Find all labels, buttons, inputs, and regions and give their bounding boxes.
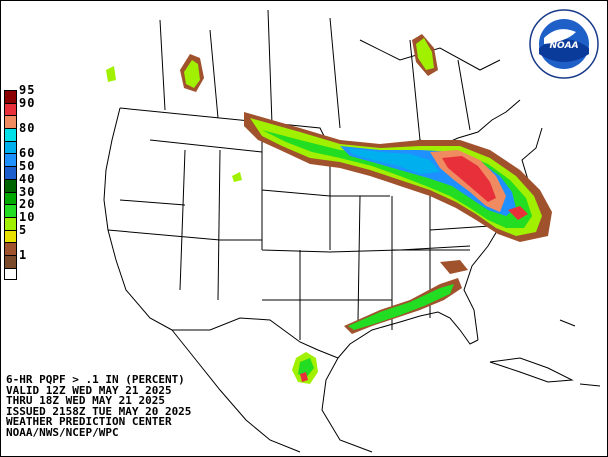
- legend-label: 10: [19, 209, 36, 224]
- canada-provinces: [159, 9, 501, 141]
- legend-label: 40: [19, 171, 36, 186]
- legend-swatch: [4, 128, 17, 141]
- precip-southeast-green: [348, 284, 454, 330]
- caption-line-5: WEATHER PREDICTION CENTER: [6, 415, 172, 428]
- legend-label: 5: [19, 222, 28, 237]
- gulf-coast: [337, 311, 479, 359]
- caption-line-6: NOAA/NWS/NCEP/WPC: [6, 425, 119, 439]
- legend-label: 80: [19, 121, 36, 136]
- precip-band-cyan: [348, 148, 440, 174]
- legend-label: 90: [19, 95, 36, 110]
- legend-swatch: [4, 216, 17, 230]
- legend-swatch: [4, 254, 17, 268]
- precip-pacific-nw: [106, 66, 116, 82]
- legend-swatch: [4, 229, 17, 243]
- legend-swatch: [4, 191, 17, 205]
- precip-band-red: [442, 156, 528, 220]
- caribbean-islands: [559, 319, 601, 387]
- legend-label: 95: [19, 83, 36, 97]
- legend-swatch: [4, 166, 17, 179]
- legend-swatch: [4, 90, 17, 103]
- legend-label: 30: [19, 184, 36, 199]
- precip-texas-inner: [298, 358, 314, 378]
- caption-line-1: 6-HR PQPF > .1 IN (PERCENT): [6, 373, 185, 386]
- legend-swatch: [4, 267, 17, 281]
- cuba: [489, 357, 574, 383]
- caption-line-3: THRU 18Z WED MAY 21 2025: [6, 394, 165, 407]
- map-caption: 6-HR PQPF > .1 IN (PERCENT) VALID 12Z WE…: [6, 373, 192, 439]
- legend-label: 20: [19, 197, 36, 212]
- legend-swatch: [4, 178, 17, 192]
- legend-swatch: [4, 140, 17, 154]
- noaa-logo: NOAA: [529, 9, 599, 79]
- legend-swatch: [4, 242, 17, 255]
- mexico-outline: [171, 329, 373, 453]
- noaa-logo-text: NOAA: [549, 41, 578, 51]
- legend-label: 60: [19, 146, 36, 161]
- precip-texas-small: [300, 372, 308, 382]
- us-mexico-border: [172, 317, 339, 359]
- precip-canada-west-inner: [184, 60, 200, 88]
- legend-label: 1: [19, 247, 28, 262]
- legend-swatch: [4, 153, 17, 167]
- legend-swatch: [4, 102, 17, 116]
- precip-plains-spot: [232, 172, 242, 182]
- precip-areas: [106, 34, 552, 384]
- legend-swatch: [4, 204, 17, 217]
- legend-label: 50: [19, 159, 36, 174]
- caption-line-4: ISSUED 2158Z TUE MAY 20 2025: [6, 404, 192, 418]
- legend-swatch: [4, 115, 17, 129]
- precip-canada-east-inner: [416, 38, 434, 70]
- caption-line-2: VALID 12Z WED MAY 21 2025: [6, 383, 172, 397]
